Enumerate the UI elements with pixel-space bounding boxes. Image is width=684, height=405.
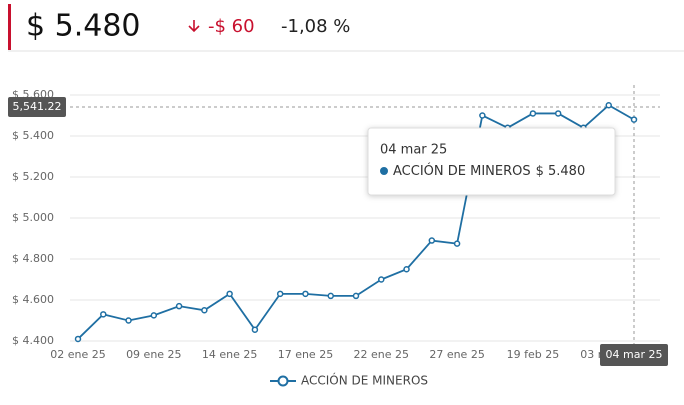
x-tick-label: 14 ene 25 — [202, 348, 258, 361]
point — [554, 110, 562, 117]
point — [201, 307, 208, 314]
down-arrow — [188, 20, 200, 33]
point — [403, 266, 410, 273]
tooltip-series: ACCIÓN DE MINEROS — [393, 163, 531, 179]
x-tick-label: 22 ene 25 — [354, 348, 410, 361]
y-tick-label: $ 5.400 — [12, 129, 54, 142]
point — [352, 292, 360, 300]
legend-marker — [277, 375, 289, 387]
x-tick-label: 02 ene 25 — [50, 348, 106, 361]
point — [529, 110, 537, 117]
x-tick-label: 19 feb 25 — [507, 348, 560, 361]
point — [74, 335, 82, 343]
y-tick-label: $ 5.000 — [12, 211, 54, 224]
change-pct: -1,08 % — [281, 16, 350, 37]
point — [276, 290, 284, 298]
point — [150, 312, 158, 319]
y-tick-label: $ 4.800 — [12, 252, 54, 265]
point — [226, 290, 233, 298]
x-tick-label: 17 ene 25 — [278, 348, 334, 361]
tooltip-title: 04 mar 25 — [380, 143, 447, 158]
tooltip: 04 mar 25 ACCIÓN DE MINEROS $ 5.480 — [367, 127, 616, 196]
crosshair-x-label: 04 mar 25 — [606, 348, 663, 361]
y-tick-label: $ 4.400 — [12, 334, 54, 347]
tooltip-dot — [380, 167, 388, 175]
point — [327, 292, 334, 300]
point — [630, 116, 638, 123]
y-tick-label: $ 4.600 — [12, 293, 54, 306]
tooltip-box — [367, 127, 616, 196]
crosshair-x-box — [600, 344, 668, 366]
point — [125, 317, 132, 324]
change: -$ 60 — [208, 16, 255, 37]
point — [605, 102, 612, 109]
tooltip-value: $ 5.480 — [536, 164, 586, 179]
y-tick-label: $ 5.200 — [12, 170, 54, 183]
tooltip-text: ACCIÓN DE MINEROS $ 5.480 — [393, 163, 585, 179]
price: $ 5.480 — [26, 9, 141, 44]
legend-label: ACCIÓN DE MINEROS — [301, 373, 428, 388]
point — [378, 276, 385, 283]
point — [302, 290, 309, 298]
point — [479, 112, 486, 119]
plot: $ 4.400 $ 4.600 $ 4.800 $ 5.000 $ 5.200 $ 5.4… — [8, 85, 668, 366]
crosshair-y-box — [8, 97, 66, 118]
point — [251, 326, 259, 333]
point — [175, 302, 183, 310]
point — [453, 240, 461, 247]
x-tick-label: 27 ene 25 — [429, 348, 485, 361]
point — [100, 311, 107, 318]
point — [428, 237, 436, 244]
crosshair-y-label: 5,541.22 — [13, 100, 62, 113]
x-tick-label: 09 ene 25 — [126, 348, 182, 361]
legend: ACCIÓN DE MINEROS — [270, 373, 428, 388]
accent-bar — [8, 4, 11, 50]
